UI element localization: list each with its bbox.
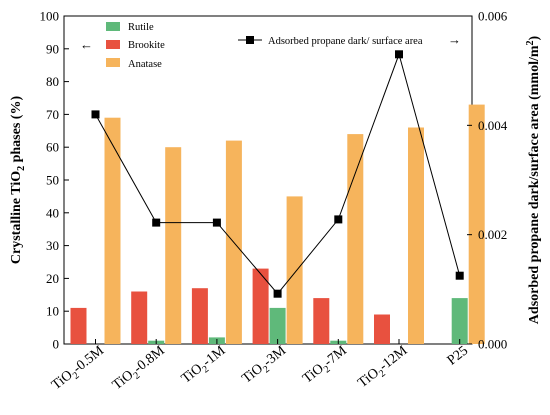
line-marker-4 <box>334 215 343 224</box>
left-tick-label-4: 40 <box>46 205 59 220</box>
line-marker-3 <box>273 289 282 298</box>
bar-anatase-0 <box>104 117 121 344</box>
adsorbed-line <box>95 52 461 295</box>
left-tick-label-5: 50 <box>46 173 59 188</box>
line-legend: Adsorbed propane dark/ surface area → <box>238 32 461 47</box>
left-tick-label-3: 30 <box>46 238 59 253</box>
category-label-4: TiO2-7M <box>300 343 352 389</box>
right-tick-label-1: 0.002 <box>478 227 507 242</box>
bar-anatase-4 <box>347 134 364 344</box>
legend-swatch-brookite <box>106 40 120 49</box>
left-tick-label-8: 80 <box>46 74 59 89</box>
legend-swatch-rutile <box>106 22 120 31</box>
bar-brookite-0 <box>70 307 87 344</box>
line-marker-1 <box>152 218 161 227</box>
legend-line-marker <box>246 36 254 44</box>
line-series-group <box>91 50 464 298</box>
bar-anatase-3 <box>286 196 303 344</box>
y-right-axis-title: Adsorbed propane dark/surface area (mmol… <box>525 35 542 324</box>
right-axis-ticks: 0.000 0.002 0.004 0.006 <box>467 9 508 352</box>
legend-label-rutile: Rutile <box>128 22 154 33</box>
line-marker-5 <box>395 50 403 59</box>
category-label-5: TiO2-12M <box>355 343 412 393</box>
bar-brookite-2 <box>191 288 208 344</box>
left-tick-label-10: 100 <box>40 9 60 24</box>
left-tick-label-0: 0 <box>53 337 60 352</box>
left-axis-arrow-icon: ← <box>80 37 93 52</box>
bar-brookite-1 <box>131 291 148 344</box>
y-left-axis-title: Crystalline TiO2 phases (%) <box>9 96 27 265</box>
left-tick-label-9: 90 <box>46 41 59 56</box>
right-tick-label-0: 0.000 <box>478 337 507 352</box>
bar-anatase-6 <box>468 104 485 344</box>
left-axis-ticks: 0 10 20 30 40 50 60 70 80 90 100 <box>40 9 69 352</box>
bar-rutile-3 <box>269 307 286 344</box>
right-axis-arrow-icon: → <box>448 32 461 47</box>
category-label-3: TiO2-3M <box>239 343 291 389</box>
legend-label-adsorbed: Adsorbed propane dark/ surface area <box>268 36 423 47</box>
bar-anatase-1 <box>165 147 182 344</box>
left-tick-label-2: 20 <box>46 271 59 286</box>
bar-rutile-6 <box>451 298 468 344</box>
line-marker-0 <box>91 110 100 119</box>
legend-swatch-anatase <box>106 58 120 67</box>
line-marker-2 <box>212 218 221 227</box>
category-label-2: TiO2-1M <box>179 343 231 389</box>
bars-group <box>70 104 485 344</box>
legend-label-brookite: Brookite <box>128 40 165 51</box>
bar-brookite-4 <box>313 298 330 344</box>
category-label-6: P25 <box>445 343 471 368</box>
bar-anatase-5 <box>408 127 424 344</box>
right-tick-label-3: 0.006 <box>478 9 508 24</box>
bar-brookite-3 <box>252 268 269 344</box>
left-tick-label-1: 10 <box>46 304 59 319</box>
bar-legend: Rutile Brookite Anatase ← <box>80 22 165 70</box>
category-label-1: TiO2-0.8M <box>110 343 170 395</box>
legend-label-anatase: Anatase <box>128 59 162 70</box>
bar-brookite-5 <box>374 314 390 344</box>
left-tick-label-6: 60 <box>46 140 59 155</box>
left-tick-label-7: 70 <box>46 107 59 122</box>
line-marker-6 <box>455 271 464 280</box>
right-tick-label-2: 0.004 <box>478 118 508 133</box>
